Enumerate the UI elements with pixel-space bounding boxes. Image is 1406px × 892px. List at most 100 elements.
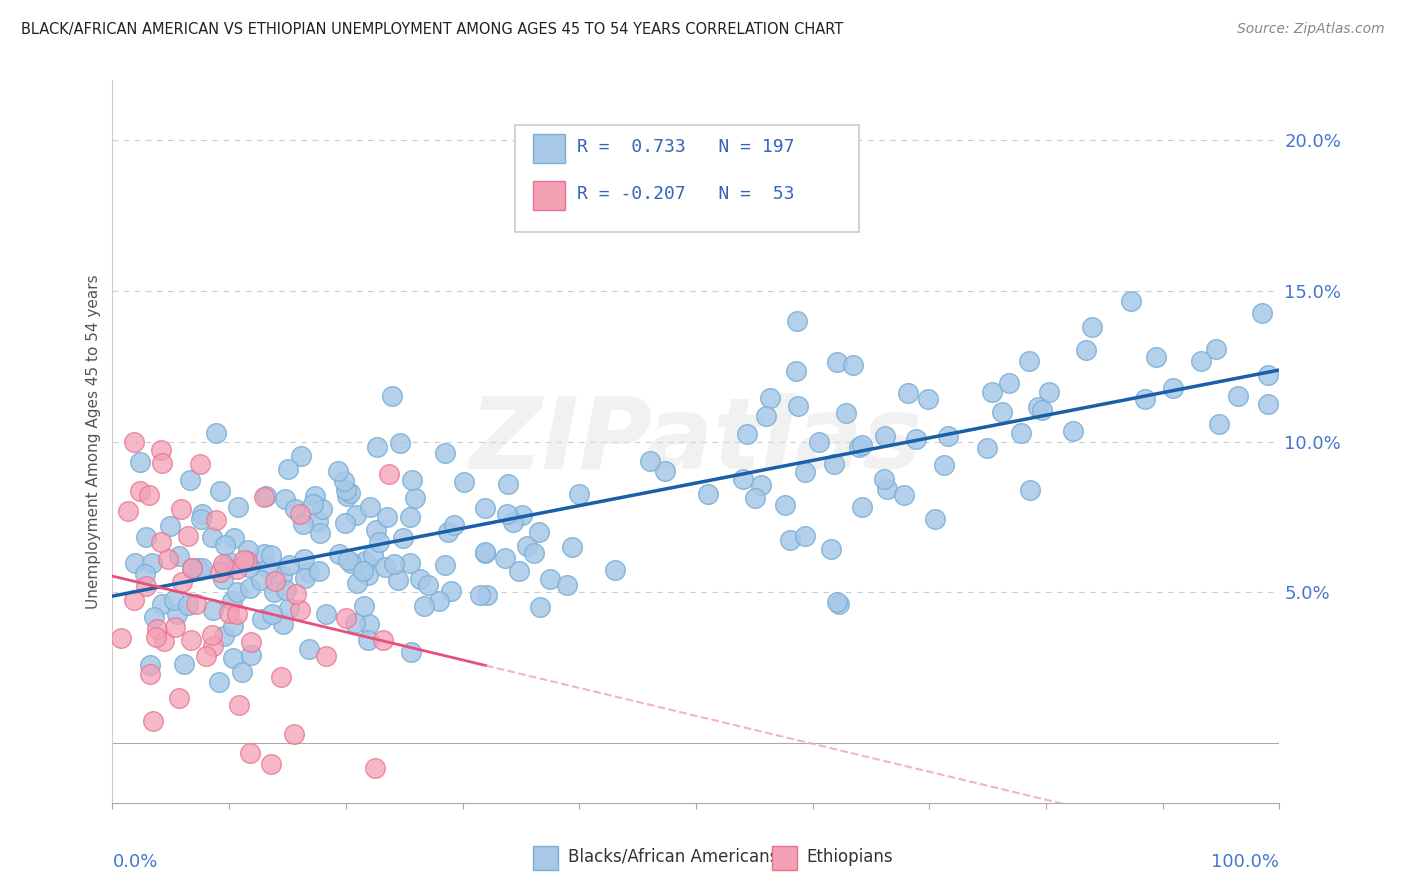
Point xyxy=(315,649,337,664)
Point xyxy=(389,435,412,450)
Text: 100.0%: 100.0% xyxy=(1212,854,1279,871)
Point xyxy=(307,514,329,528)
Point xyxy=(654,464,676,478)
Point xyxy=(271,616,294,631)
Point xyxy=(468,588,491,602)
Point xyxy=(735,426,758,441)
Bar xyxy=(533,135,565,163)
Point xyxy=(138,488,160,502)
Text: Source: ZipAtlas.com: Source: ZipAtlas.com xyxy=(1237,22,1385,37)
Text: 0.0%: 0.0% xyxy=(112,854,157,871)
Point xyxy=(413,599,436,613)
Point xyxy=(163,593,186,607)
Point xyxy=(873,429,896,443)
Point xyxy=(205,426,228,441)
Point xyxy=(808,435,831,450)
Point xyxy=(516,539,538,553)
Point xyxy=(292,516,315,531)
Point xyxy=(284,587,307,601)
Bar xyxy=(533,847,558,870)
Point xyxy=(124,557,146,571)
Point xyxy=(332,474,354,488)
Point xyxy=(357,633,380,648)
Point xyxy=(129,483,152,498)
Point xyxy=(188,457,211,471)
Point xyxy=(202,603,225,617)
Point xyxy=(335,611,357,625)
Point xyxy=(496,507,519,521)
Point xyxy=(848,441,870,455)
Point xyxy=(163,620,186,634)
Point xyxy=(336,489,359,503)
Point xyxy=(177,598,200,612)
Point xyxy=(934,458,956,473)
Point xyxy=(260,757,283,772)
Point xyxy=(873,472,896,486)
Point xyxy=(510,508,533,523)
Point xyxy=(201,530,224,544)
Point xyxy=(433,558,456,572)
Point xyxy=(274,583,297,598)
Point xyxy=(181,560,204,574)
Point xyxy=(145,630,167,644)
Bar xyxy=(772,847,797,870)
Point xyxy=(366,440,388,454)
Point xyxy=(354,554,377,568)
Point xyxy=(294,571,316,585)
Point xyxy=(226,607,249,622)
Point xyxy=(502,515,524,529)
Point xyxy=(779,533,801,547)
Point xyxy=(897,386,920,401)
Point xyxy=(924,512,946,526)
Point xyxy=(226,500,249,515)
Point xyxy=(382,557,405,571)
Point xyxy=(225,584,247,599)
Point xyxy=(278,601,301,615)
Point xyxy=(1038,385,1060,400)
Point xyxy=(270,670,292,684)
Point xyxy=(976,441,998,455)
Point xyxy=(328,464,350,478)
Point xyxy=(1205,342,1227,356)
Point xyxy=(851,438,873,452)
Point xyxy=(696,487,718,501)
Point xyxy=(340,556,363,570)
Point xyxy=(353,599,375,614)
Point xyxy=(208,565,231,579)
Point xyxy=(905,432,928,446)
Point xyxy=(257,561,280,575)
Point xyxy=(249,573,271,587)
Point xyxy=(835,406,858,420)
Point xyxy=(1119,294,1142,309)
Text: Blacks/African Americans: Blacks/African Americans xyxy=(568,848,778,866)
Point xyxy=(786,400,808,414)
Point xyxy=(404,491,426,505)
Point xyxy=(749,478,772,492)
Point xyxy=(166,607,188,622)
Point xyxy=(167,691,190,706)
Point xyxy=(233,553,256,567)
Point xyxy=(214,538,236,552)
Point xyxy=(129,455,152,469)
Point xyxy=(453,475,475,489)
Point xyxy=(917,392,939,407)
Point xyxy=(239,648,262,662)
Point xyxy=(271,569,294,583)
Point xyxy=(142,714,165,728)
Point xyxy=(110,631,132,645)
Point xyxy=(1074,343,1097,357)
Point xyxy=(236,542,259,557)
Point xyxy=(1062,424,1084,438)
Point xyxy=(343,615,366,630)
Point xyxy=(1018,483,1040,497)
Point xyxy=(527,524,550,539)
Point xyxy=(263,574,285,588)
Point xyxy=(191,507,214,521)
Point xyxy=(820,541,842,556)
Point xyxy=(202,639,225,653)
Point xyxy=(231,665,253,679)
Point xyxy=(1028,400,1050,414)
Point xyxy=(117,504,139,518)
Point xyxy=(239,746,262,760)
Point xyxy=(190,561,212,575)
